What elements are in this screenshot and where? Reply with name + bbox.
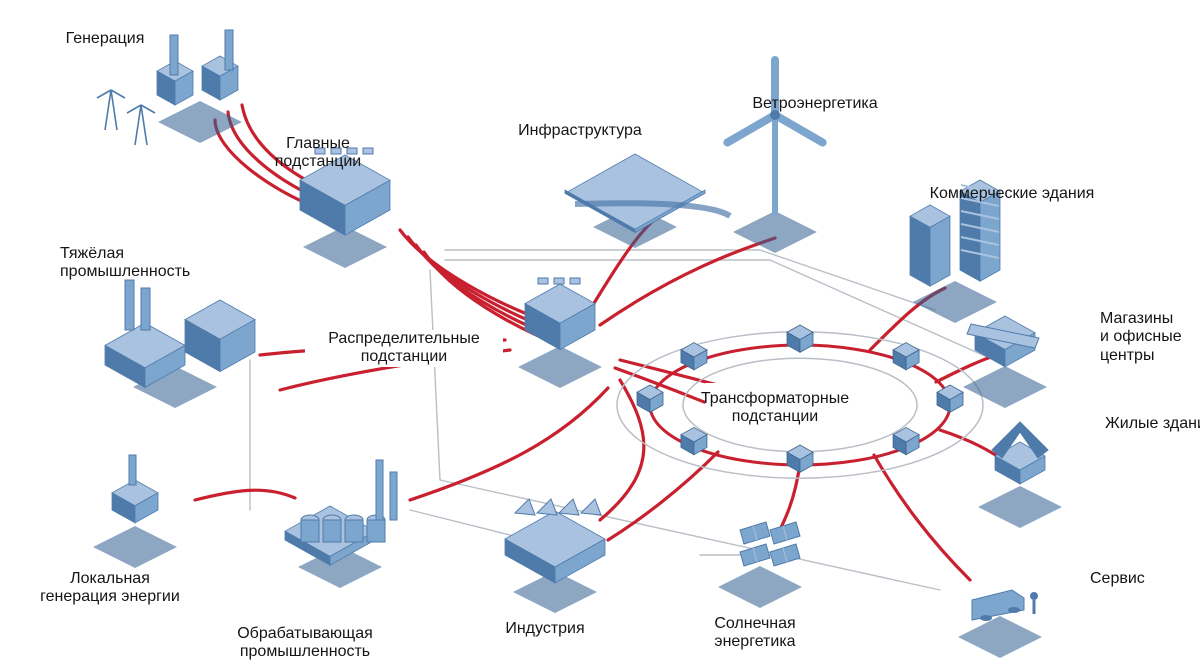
label-shops: Магазины и офисные центры <box>1100 310 1200 365</box>
label-wind: Ветроэнергетика <box>720 95 910 113</box>
power-grid-diagram: Генерация Главные подстанции Инфраструктур… <box>0 0 1200 667</box>
label-service: Сервис <box>1090 570 1200 588</box>
label-infrastructure: Инфраструктура <box>485 122 675 140</box>
node-local_gen <box>93 455 177 568</box>
node-wind <box>727 60 822 253</box>
node-heavy_industry <box>105 280 255 408</box>
label-main_substations: Главные подстанции <box>223 135 413 172</box>
buildings-layer <box>0 0 1200 667</box>
label-generation: Генерация <box>10 30 200 48</box>
node-manufacturing <box>285 460 397 588</box>
power-wires-layer <box>0 0 1200 667</box>
label-industry: Индустрия <box>450 620 640 638</box>
node-infrastructure <box>565 154 730 248</box>
guide-wires-layer <box>0 0 1200 667</box>
label-commercial: Коммерческие эдания <box>917 185 1107 203</box>
node-residential <box>978 422 1062 528</box>
node-solar <box>718 522 802 608</box>
transformer-ring-layer <box>0 0 1200 667</box>
node-shops <box>963 316 1047 408</box>
label-local_gen: Локальная генерация энергии <box>15 570 205 607</box>
label-dist_substations: Распределительные подстанции <box>305 330 503 367</box>
label-transformer_subs: Трансформаторные подстанции <box>680 390 870 427</box>
label-manufacturing: Обрабатывающая промышленность <box>210 625 400 662</box>
node-industry <box>505 499 605 613</box>
node-service <box>958 590 1042 658</box>
label-residential: Жилые здания <box>1105 415 1200 433</box>
label-heavy_industry: Тяжёлая промышленность <box>60 245 230 282</box>
node-dist_substations <box>518 278 602 388</box>
label-solar: Солнечная энергетика <box>660 615 850 652</box>
